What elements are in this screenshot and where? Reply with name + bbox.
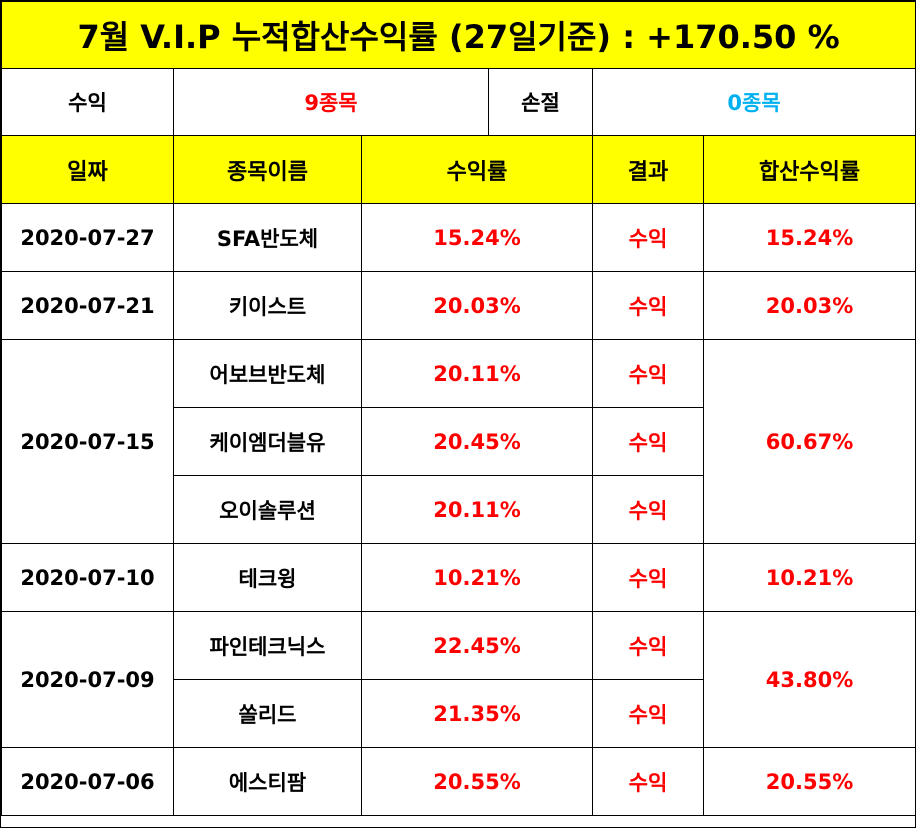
column-header-return: 수익률	[361, 135, 593, 204]
total-return-cell: 20.03%	[702, 271, 916, 340]
return-rate-cell: 21.35%	[361, 679, 593, 748]
return-rate-cell: 20.55%	[361, 747, 593, 816]
result-cell: 수익	[592, 543, 704, 612]
table-row: 2020-07-27 SFA반도체 15.24% 수익 15.24%	[1, 203, 916, 272]
total-return-cell: 15.24%	[702, 203, 916, 272]
return-rate-cell: 15.24%	[361, 203, 593, 272]
date-cell: 2020-07-09	[1, 611, 174, 748]
return-rate-cell: 20.45%	[361, 407, 593, 476]
stock-name-cell: SFA반도체	[173, 203, 362, 272]
return-rate-cell: 20.11%	[361, 339, 593, 408]
total-return-cell: 20.55%	[702, 747, 916, 816]
table-row: 케이엠더블유 20.45% 수익	[2, 407, 916, 476]
stock-name-cell: 케이엠더블유	[173, 407, 362, 476]
date-cell: 2020-07-15	[1, 339, 174, 544]
result-cell: 수익	[592, 407, 704, 476]
return-rate-cell: 20.03%	[361, 271, 593, 340]
date-cell: 2020-07-06	[1, 747, 174, 816]
result-cell: 수익	[592, 679, 704, 748]
table-row: 2020-07-21 키이스트 20.03% 수익 20.03%	[1, 271, 916, 340]
return-rate-cell: 22.45%	[361, 611, 593, 680]
result-cell: 수익	[592, 203, 704, 272]
table-row: 2020-07-06 에스티팜 20.55% 수익 20.55%	[1, 747, 916, 816]
loss-count-value: 0종목	[591, 68, 916, 136]
profit-count-value: 9종목	[173, 68, 489, 136]
page-title: 7월 V.I.P 누적합산수익률 (27일기준) : +170.50 %	[0, 1, 916, 69]
table-row: 2020-07-09 파인테크닉스 22.45% 수익 43.80%	[1, 611, 916, 748]
stock-name-cell: 파인테크닉스	[173, 611, 362, 680]
loss-count-label: 손절	[488, 68, 593, 136]
column-header-stock-name: 종목이름	[173, 135, 362, 204]
table-row: 2020-07-10 테크윙 10.21% 수익 10.21%	[1, 543, 916, 612]
column-header-total-return: 합산수익률	[702, 135, 916, 204]
stock-name-cell: 어보브반도체	[173, 339, 362, 408]
return-rate-cell: 20.11%	[361, 475, 593, 544]
date-cell: 2020-07-27	[1, 203, 174, 272]
table-row: 2020-07-15 어보브반도체 20.11% 수익 60.67%	[1, 339, 916, 544]
column-header-date: 일짜	[1, 135, 174, 204]
total-return-cell: 60.67%	[702, 339, 916, 544]
stock-name-cell: 테크윙	[173, 543, 362, 612]
result-cell: 수익	[592, 339, 704, 408]
stock-name-cell: 오이솔루션	[173, 475, 362, 544]
stock-name-cell: 에스티팜	[173, 747, 362, 816]
result-cell: 수익	[592, 747, 704, 816]
date-cell: 2020-07-21	[1, 271, 174, 340]
result-cell: 수익	[592, 475, 704, 544]
profit-count-label: 수익	[1, 68, 174, 136]
date-cell: 2020-07-10	[1, 543, 174, 612]
return-rate-cell: 10.21%	[361, 543, 593, 612]
column-header-result: 결과	[592, 135, 704, 204]
result-cell: 수익	[592, 271, 704, 340]
result-cell: 수익	[592, 611, 704, 680]
stock-name-cell: 키이스트	[173, 271, 362, 340]
total-return-cell: 43.80%	[702, 611, 916, 748]
total-return-cell: 10.21%	[702, 543, 916, 612]
stock-name-cell: 쏠리드	[173, 679, 362, 748]
